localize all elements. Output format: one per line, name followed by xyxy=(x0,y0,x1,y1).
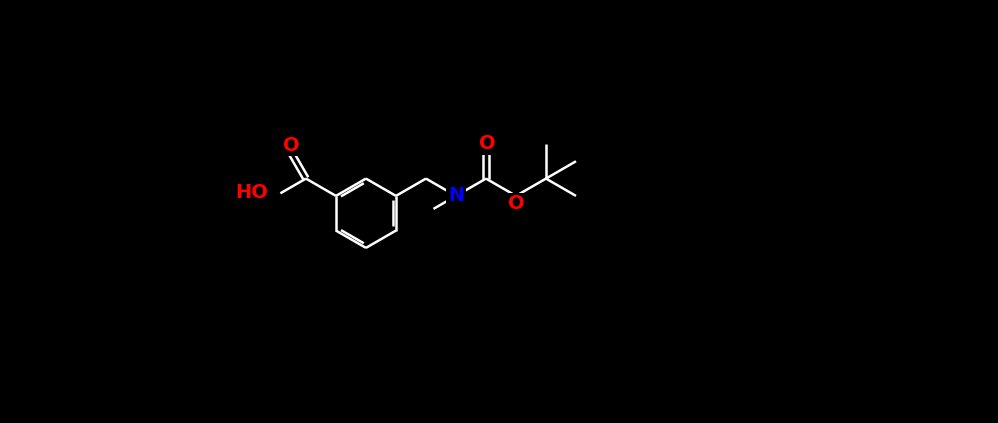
Text: O: O xyxy=(282,136,299,155)
Text: O: O xyxy=(479,135,496,154)
Text: N: N xyxy=(448,187,464,206)
Text: HO: HO xyxy=(236,183,268,202)
Text: O: O xyxy=(508,194,524,213)
